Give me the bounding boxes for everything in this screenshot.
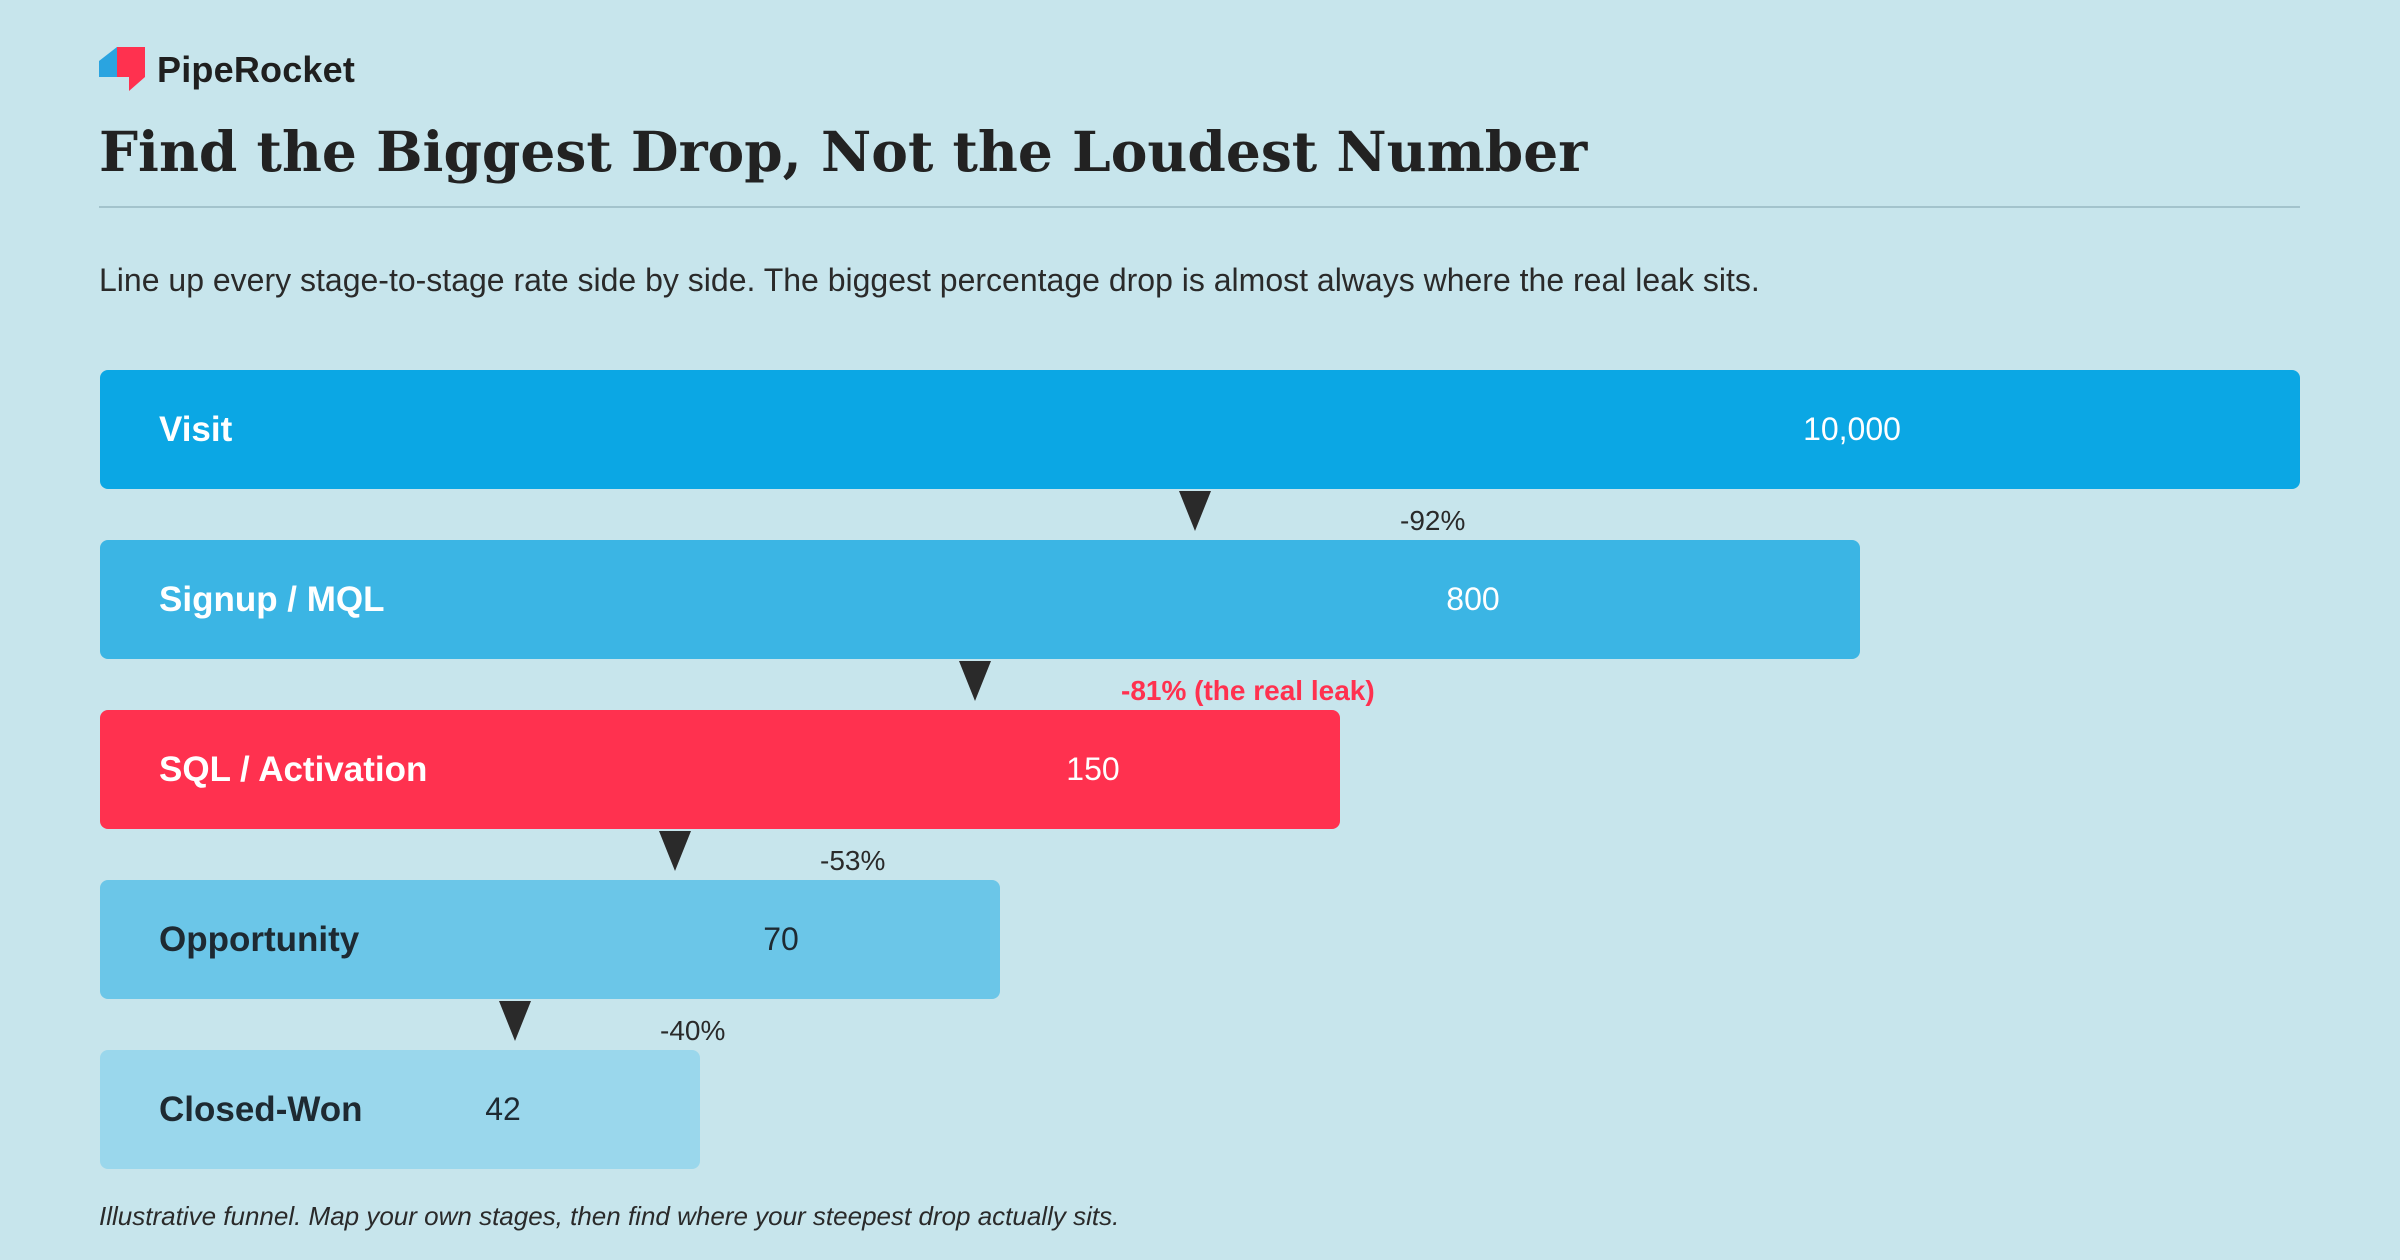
stage-value: 70 <box>763 921 799 957</box>
page-title: Find the Biggest Drop, Not the Loudest N… <box>99 119 1588 184</box>
stage-value: 150 <box>1066 751 1120 787</box>
stage-label: Visit <box>159 410 233 449</box>
drop-label: -92% <box>1400 505 1466 536</box>
brand: PipeRocket <box>99 46 355 94</box>
drop-arrow-icon <box>499 1001 531 1041</box>
brand-name: PipeRocket <box>157 49 356 90</box>
drop-arrow-icon <box>1179 491 1211 531</box>
funnel-bar-opportunity: Opportunity 70 <box>100 880 1000 999</box>
drop-arrow-icon <box>659 831 691 871</box>
drop-label: -40% <box>660 1015 726 1046</box>
funnel-bar-closed-won: Closed-Won 42 <box>100 1050 700 1169</box>
funnel-bar-visit: Visit 10,000 <box>100 370 2300 489</box>
title-divider <box>99 206 2300 208</box>
stage-value: 42 <box>485 1091 521 1127</box>
stage-value: 10,000 <box>1803 411 1901 447</box>
stage-value: 800 <box>1446 581 1500 617</box>
page-subtitle: Line up every stage-to-stage rate side b… <box>99 262 1760 298</box>
funnel-bar-signup-mql: Signup / MQL 800 <box>100 540 1860 659</box>
stage-label: Signup / MQL <box>159 580 385 619</box>
drop-label-highlight: -81% (the real leak) <box>1121 675 1375 706</box>
drop-arrow-icon <box>959 661 991 701</box>
drop-label: -53% <box>820 845 886 876</box>
stage-label: Closed-Won <box>159 1090 363 1129</box>
stage-label: SQL / Activation <box>159 750 428 789</box>
footnote: Illustrative funnel. Map your own stages… <box>99 1201 1120 1231</box>
piperocket-logo-icon <box>99 47 145 91</box>
funnel-bar-sql-activation: SQL / Activation 150 <box>100 710 1340 829</box>
stage-label: Opportunity <box>159 920 360 959</box>
